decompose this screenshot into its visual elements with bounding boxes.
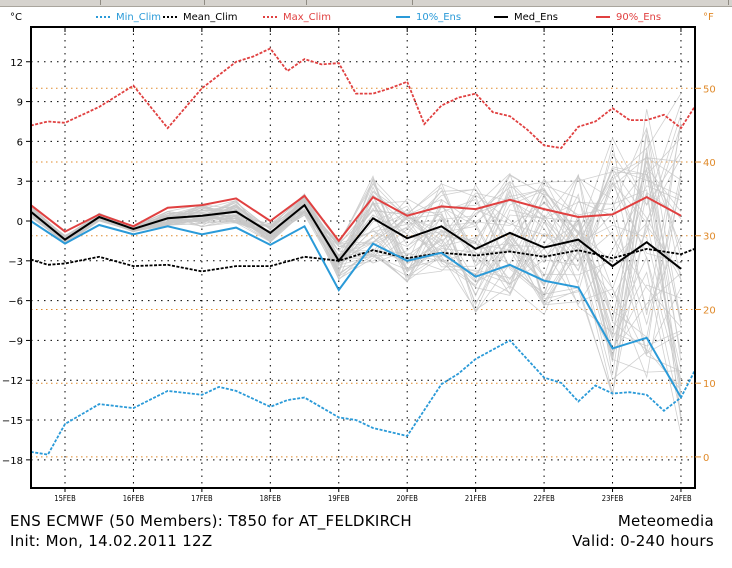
toolbar-segment <box>412 0 729 5</box>
ensemble-member-line <box>30 177 682 379</box>
series-line-ens10 <box>30 220 682 398</box>
y-tick-label: 0 <box>17 217 23 228</box>
x-tick-label: 24FEB <box>670 493 691 503</box>
x-tick-label: 19FEB <box>328 493 349 503</box>
series-line-mean-clim <box>30 247 695 273</box>
series-line-min-clim <box>30 339 696 456</box>
y-tick-label: 3 <box>17 177 23 188</box>
ensemble-member-line <box>30 109 682 339</box>
legend-label: 90%_Ens <box>616 12 662 23</box>
legend-swatch <box>494 16 508 18</box>
ensemble-member-line <box>30 166 682 335</box>
legend-label: Max_Clim <box>283 12 331 23</box>
ensemble-member-line <box>30 169 682 416</box>
toolbar-segment <box>204 0 307 5</box>
x-tick-label: 22FEB <box>533 493 554 503</box>
y-tick-label: 12 <box>10 58 23 69</box>
grid-layer <box>31 27 695 488</box>
f-tick-label: 40 <box>703 158 716 169</box>
legend-item-med-ens: Med_Ens <box>494 12 558 23</box>
y-tick-label: −6 <box>8 297 23 308</box>
chart-subtitle: Init: Mon, 14.02.2011 12Z <box>10 532 213 550</box>
x-tick-label: 21FEB <box>465 493 486 503</box>
f-tick-label: 10 <box>703 379 716 390</box>
x-tick-label: 17FEB <box>191 493 212 503</box>
legend-swatch <box>263 16 277 18</box>
chart-credit: Meteomedia <box>617 512 714 530</box>
legend-item-mean-clim: Mean_Clim <box>163 12 238 23</box>
legend-label: 10%_Ens <box>416 12 462 23</box>
legend-item-min-clim: Min_Clim <box>96 12 161 23</box>
legend-item-max-clim: Max_Clim <box>263 12 331 23</box>
y-tick-label: −9 <box>8 336 23 347</box>
legend-swatch <box>163 16 177 18</box>
chart-valid-range: Valid: 0-240 hours <box>572 532 714 550</box>
plot-frame <box>30 26 696 489</box>
f-tick-label: 20 <box>703 305 716 316</box>
ensemble-member-line <box>30 152 682 422</box>
x-tick-label: 20FEB <box>396 493 417 503</box>
toolbar-segment <box>306 0 413 5</box>
legend-item-10pct-ens: 10%_Ens <box>396 12 461 23</box>
ensemble-member-line <box>30 173 682 391</box>
x-tick-label: 18FEB <box>260 493 281 503</box>
y-axis-left-unit: °C <box>10 12 22 23</box>
y-tick-label: −15 <box>2 416 23 427</box>
ensemble-member-line <box>30 157 682 394</box>
legend: Min_Clim Mean_Clim Max_Clim 10%_Ens Med_… <box>0 12 732 28</box>
f-tick-label: 0 <box>703 453 709 464</box>
legend-label: Med_Ens <box>514 12 558 23</box>
y-tick-label: 6 <box>17 137 23 148</box>
toolbar-segment <box>100 0 205 5</box>
browser-toolbar-strip <box>0 0 732 7</box>
x-tick-label: 15FEB <box>54 493 75 503</box>
series-line-max-clim <box>30 47 696 149</box>
y-axis-right-unit: °F <box>703 12 714 23</box>
legend-swatch <box>596 16 610 18</box>
legend-swatch <box>96 16 110 18</box>
toolbar-segment <box>0 0 101 5</box>
f-tick-label: 30 <box>703 232 716 243</box>
x-tick-label: 16FEB <box>123 493 144 503</box>
legend-label: Mean_Clim <box>183 12 238 23</box>
y-tick-label: −18 <box>2 456 23 467</box>
legend-item-90pct-ens: 90%_Ens <box>596 12 661 23</box>
series-layer <box>30 47 696 456</box>
legend-swatch <box>396 16 410 18</box>
ensemble-member-line <box>30 189 682 399</box>
series-line-ens90 <box>30 194 682 243</box>
y-tick-label: −3 <box>8 257 23 268</box>
y-tick-label: 9 <box>17 98 23 109</box>
legend-label: Min_Clim <box>116 12 162 23</box>
x-tick-label: 23FEB <box>602 493 623 503</box>
chart-title: ENS ECMWF (50 Members): T850 for AT_FELD… <box>10 512 412 530</box>
f-tick-label: 50 <box>703 84 716 95</box>
series-line-median <box>30 203 682 270</box>
y-tick-label: −12 <box>2 376 23 387</box>
